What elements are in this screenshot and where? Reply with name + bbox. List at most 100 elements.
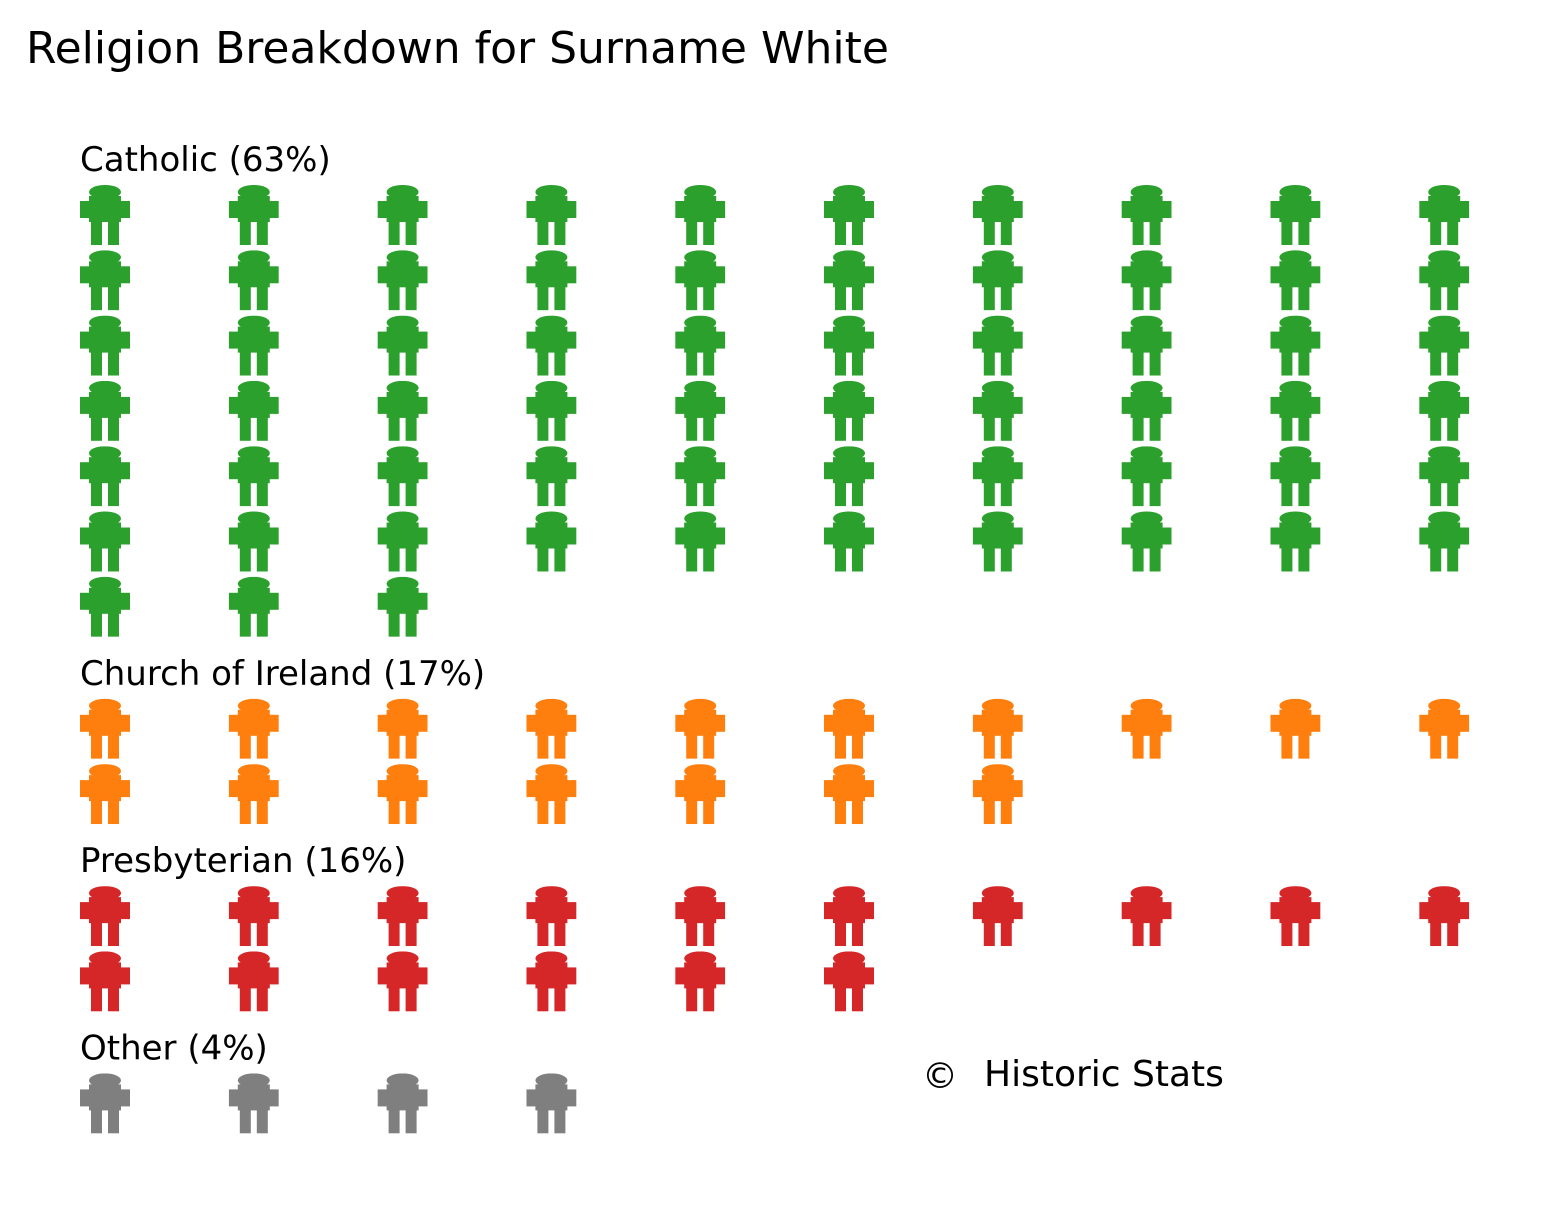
person-icon bbox=[1419, 698, 1470, 759]
person-icon bbox=[1419, 250, 1470, 311]
credit: © Historic Stats bbox=[922, 1054, 1224, 1097]
person-icon bbox=[1270, 380, 1321, 441]
person-icon bbox=[377, 511, 428, 572]
person-icon bbox=[526, 951, 577, 1012]
person-icon bbox=[228, 511, 279, 572]
person-icon bbox=[377, 380, 428, 441]
group-church-of-ireland: Church of Ireland (17%) bbox=[80, 654, 1470, 825]
person-icon bbox=[824, 886, 874, 947]
pictogram-groups: Catholic (63%) Church of Ireland (17%) Pre… bbox=[80, 140, 1470, 1134]
person-icon bbox=[526, 250, 577, 311]
person-icon bbox=[80, 185, 130, 245]
person-icon bbox=[228, 698, 279, 759]
person-icon bbox=[377, 576, 428, 637]
person-icon bbox=[1121, 698, 1172, 759]
person-icon bbox=[80, 951, 130, 1012]
group-presbyterian: Presbyterian (16%) bbox=[80, 841, 1470, 1012]
person-icon bbox=[1121, 250, 1172, 311]
person-icon bbox=[377, 951, 428, 1012]
group-label: Presbyterian (16%) bbox=[80, 841, 406, 881]
person-icon bbox=[377, 698, 428, 759]
person-icon bbox=[228, 315, 279, 376]
person-icon bbox=[675, 446, 726, 507]
person-icon bbox=[526, 1073, 577, 1134]
person-icon bbox=[972, 185, 1023, 245]
credit-text: Historic Stats bbox=[984, 1054, 1224, 1095]
person-icon bbox=[1270, 511, 1321, 572]
person-icon bbox=[824, 511, 874, 572]
person-icon bbox=[377, 185, 428, 245]
chart-title: Religion Breakdown for Surname White bbox=[26, 23, 889, 74]
person-icon bbox=[1270, 886, 1321, 947]
person-icon bbox=[1419, 185, 1470, 245]
person-icon bbox=[972, 764, 1023, 825]
group-label: Church of Ireland (17%) bbox=[80, 654, 485, 694]
person-icon bbox=[675, 380, 726, 441]
person-icon bbox=[1419, 886, 1470, 947]
person-icon bbox=[1121, 511, 1172, 572]
person-icon bbox=[824, 446, 874, 507]
person-icon bbox=[80, 764, 130, 825]
person-icon bbox=[824, 315, 874, 376]
group-label: Other (4%) bbox=[80, 1028, 268, 1068]
group-label: Catholic (63%) bbox=[80, 140, 331, 180]
person-icon bbox=[972, 511, 1023, 572]
person-icon bbox=[1121, 886, 1172, 947]
person-icon bbox=[1419, 511, 1470, 572]
person-icon bbox=[526, 886, 577, 947]
group-other: Other (4%) bbox=[80, 1028, 577, 1134]
person-icon bbox=[675, 315, 726, 376]
person-icon bbox=[377, 1073, 428, 1134]
person-icon bbox=[1121, 380, 1172, 441]
person-icon bbox=[80, 446, 130, 507]
person-icon bbox=[526, 698, 577, 759]
person-icon bbox=[80, 886, 130, 947]
person-icon bbox=[377, 315, 428, 376]
person-icon bbox=[228, 446, 279, 507]
person-icon bbox=[675, 250, 726, 311]
person-icon bbox=[824, 764, 874, 825]
person-icon bbox=[80, 380, 130, 441]
person-icon bbox=[228, 886, 279, 947]
person-icon bbox=[377, 886, 428, 947]
person-icon bbox=[526, 764, 577, 825]
person-icon bbox=[1121, 185, 1172, 245]
person-icon bbox=[80, 315, 130, 376]
person-icon bbox=[1270, 446, 1321, 507]
person-icon bbox=[228, 951, 279, 1012]
person-icon bbox=[824, 185, 874, 245]
person-icon bbox=[972, 698, 1023, 759]
person-icon bbox=[972, 886, 1023, 947]
person-icon bbox=[1270, 698, 1321, 759]
person-icon bbox=[1419, 315, 1470, 376]
person-icon bbox=[80, 250, 130, 311]
person-icon bbox=[80, 576, 130, 637]
person-icon bbox=[228, 250, 279, 311]
person-icon bbox=[377, 250, 428, 311]
person-icon bbox=[675, 698, 726, 759]
person-icon bbox=[526, 446, 577, 507]
person-icon bbox=[675, 886, 726, 947]
person-icon bbox=[228, 764, 279, 825]
person-icon bbox=[675, 185, 726, 245]
person-icon bbox=[228, 380, 279, 441]
person-icon bbox=[972, 250, 1023, 311]
group-catholic: Catholic (63%) bbox=[80, 140, 1470, 637]
person-icon bbox=[80, 1073, 130, 1134]
person-icon bbox=[972, 446, 1023, 507]
person-icon bbox=[526, 511, 577, 572]
person-icon bbox=[824, 951, 874, 1012]
person-icon bbox=[675, 764, 726, 825]
person-icon bbox=[1270, 250, 1321, 311]
person-icon bbox=[1419, 380, 1470, 441]
person-icon bbox=[377, 446, 428, 507]
person-icon bbox=[1419, 446, 1470, 507]
person-icon bbox=[972, 380, 1023, 441]
person-icon bbox=[824, 250, 874, 311]
person-icon bbox=[972, 315, 1023, 376]
person-icon bbox=[1270, 315, 1321, 376]
person-icon bbox=[1270, 185, 1321, 245]
person-icon bbox=[80, 698, 130, 759]
person-icon bbox=[824, 380, 874, 441]
